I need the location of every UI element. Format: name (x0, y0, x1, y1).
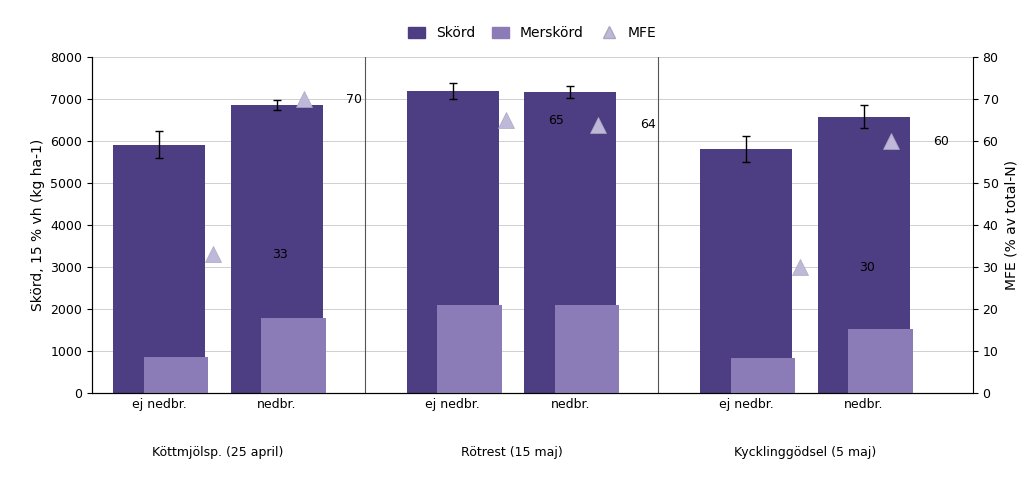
Bar (407, 91, 499, 393)
Text: 70: 70 (346, 93, 362, 106)
Bar (848, 329, 912, 393)
Text: 64: 64 (640, 118, 655, 131)
Text: Kycklinggödsel (5 maj): Kycklinggödsel (5 maj) (734, 445, 877, 458)
Text: 65: 65 (549, 114, 564, 127)
Bar (230, 105, 323, 393)
Bar (261, 318, 326, 393)
Text: 30: 30 (859, 261, 874, 274)
Text: Rötrest (15 maj): Rötrest (15 maj) (461, 445, 562, 458)
Text: 33: 33 (271, 248, 288, 261)
Bar (817, 116, 910, 393)
Legend: Skörd, Merskörd, MFE: Skörd, Merskörd, MFE (402, 21, 663, 46)
Y-axis label: MFE (% av total-N): MFE (% av total-N) (1005, 160, 1018, 290)
Text: Köttmjölsp. (25 april): Köttmjölsp. (25 april) (153, 445, 284, 458)
Y-axis label: Skörd, 15 % vh (kg ha-1): Skörd, 15 % vh (kg ha-1) (31, 139, 45, 311)
Bar (437, 305, 502, 393)
Bar (143, 357, 208, 393)
Bar (524, 92, 616, 393)
Bar (555, 305, 620, 393)
Text: 60: 60 (934, 135, 949, 148)
Bar (700, 149, 793, 393)
Bar (113, 145, 206, 393)
Bar (731, 358, 796, 393)
